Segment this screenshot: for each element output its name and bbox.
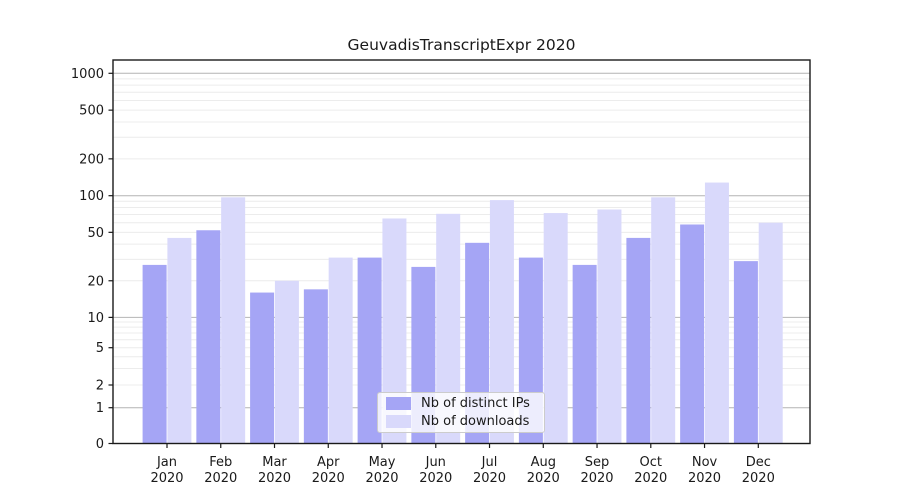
bar-distinct-ips-sep (572, 264, 597, 444)
chart-title: GeuvadisTranscriptExpr 2020 (347, 36, 576, 54)
x-tick-label-year: 2020 (742, 471, 775, 486)
bar-distinct-ips-apr (303, 289, 328, 444)
x-tick-label-year: 2020 (688, 471, 721, 486)
y-tick-label: 1 (96, 401, 104, 416)
y-tick-label: 10 (87, 311, 104, 326)
x-tick-label-month: Apr (317, 455, 340, 470)
x-tick-label-year: 2020 (473, 471, 506, 486)
y-tick-label: 0 (96, 437, 104, 452)
x-tick-label-year: 2020 (365, 471, 398, 486)
plot-border (112, 59, 811, 445)
bar-downloads-nov (704, 182, 729, 444)
x-tick-label-month: Jul (481, 455, 498, 470)
bar-distinct-ips-mar (250, 292, 275, 444)
legend-swatch-distinct-ips (386, 397, 411, 410)
bar-distinct-ips-oct (626, 237, 651, 444)
bar-distinct-ips-feb (196, 230, 221, 444)
bar-downloads-aug (543, 213, 568, 444)
bar-downloads-apr (328, 257, 353, 444)
x-tick-label-month: Sep (585, 455, 610, 470)
y-tick-label: 20 (87, 274, 104, 289)
x-tick-label-month: May (369, 455, 396, 470)
x-tick-label-month: Jun (425, 455, 446, 470)
bar-distinct-ips-nov (680, 224, 705, 444)
x-tick-label-year: 2020 (150, 471, 183, 486)
y-tick-label: 50 (87, 226, 104, 241)
x-tick-label-year: 2020 (312, 471, 345, 486)
bar-downloads-jan (167, 237, 192, 444)
y-tick-label: 1000 (71, 67, 104, 82)
x-tick-label-month: Jan (156, 455, 177, 470)
legend-item-distinct-ips: Nb of distinct IPs (378, 396, 544, 411)
y-tick-label: 5 (96, 341, 104, 356)
legend-label-downloads: Nb of downloads (421, 414, 530, 429)
bar-distinct-ips-jan (142, 264, 167, 444)
x-tick-label-month: Mar (262, 455, 287, 470)
bar-distinct-ips-dec (733, 261, 758, 444)
y-tick-label: 500 (79, 104, 104, 119)
y-tick-label: 2 (96, 379, 104, 394)
legend-item-downloads: Nb of downloads (378, 414, 544, 429)
x-tick-label-month: Dec (746, 455, 771, 470)
bar-downloads-oct (651, 197, 676, 444)
bar-downloads-jul (489, 200, 514, 444)
x-tick-label-month: Feb (209, 455, 232, 470)
legend-label-distinct-ips: Nb of distinct IPs (421, 396, 530, 411)
x-tick-label-month: Oct (640, 455, 662, 470)
x-tick-label-year: 2020 (204, 471, 237, 486)
legend: Nb of distinct IPs Nb of downloads (377, 392, 545, 433)
x-tick-label-month: Aug (531, 455, 556, 470)
x-tick-label-year: 2020 (527, 471, 560, 486)
y-tick-label: 200 (79, 152, 104, 167)
bar-downloads-mar (274, 280, 299, 444)
x-tick-label-year: 2020 (258, 471, 291, 486)
x-tick-label-month: Nov (692, 455, 718, 470)
legend-swatch-downloads (386, 415, 411, 428)
bar-downloads-sep (597, 209, 622, 444)
bar-downloads-dec (758, 222, 783, 444)
x-tick-label-year: 2020 (419, 471, 452, 486)
y-tick-label: 100 (79, 189, 104, 204)
x-tick-label-year: 2020 (580, 471, 613, 486)
bar-downloads-feb (221, 197, 246, 444)
x-tick-label-year: 2020 (634, 471, 667, 486)
